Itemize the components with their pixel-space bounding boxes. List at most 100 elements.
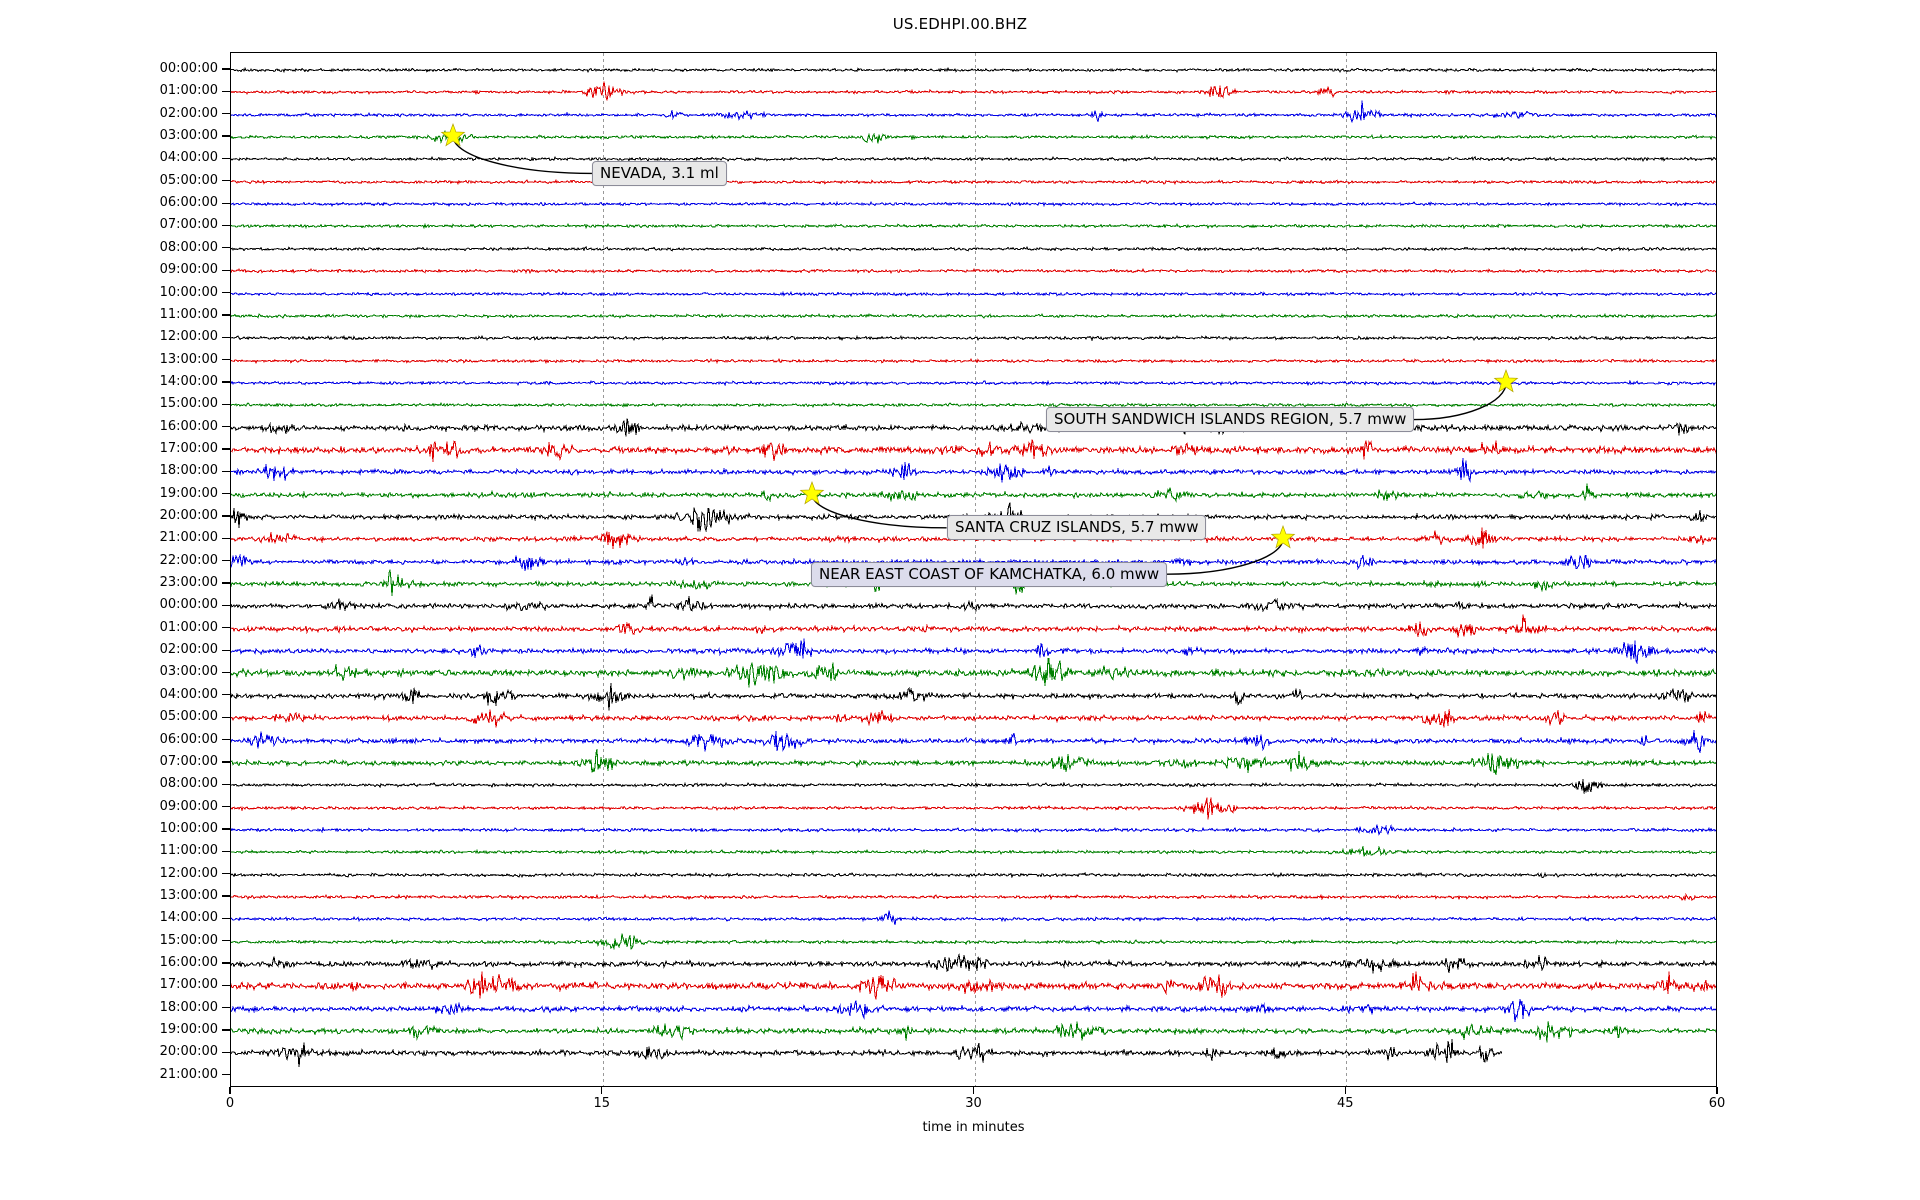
- y-axis-label: 21:00:00: [159, 1066, 218, 1082]
- y-axis-tick: [222, 805, 230, 808]
- y-axis-tick: [222, 202, 230, 204]
- y-axis-tick: [222, 582, 230, 584]
- trace-row: [231, 1016, 1716, 1046]
- y-axis-label: 18:00:00: [159, 999, 218, 1015]
- y-axis-label: 13:00:00: [159, 351, 218, 367]
- y-axis-tick: [222, 426, 230, 428]
- earthquake-annotation[interactable]: NEVADA, 3.1 ml: [592, 161, 727, 186]
- y-axis-label: 15:00:00: [159, 396, 218, 412]
- trace-row: [231, 279, 1716, 309]
- x-axis-tick: [1716, 1087, 1718, 1094]
- x-axis-tick: [229, 1087, 231, 1094]
- y-axis-tick: [222, 962, 230, 964]
- y-axis-label: 06:00:00: [159, 195, 218, 211]
- trace-row: [231, 949, 1716, 979]
- y-axis-label: 07:00:00: [159, 217, 218, 233]
- y-axis-label: 01:00:00: [159, 83, 218, 99]
- y-axis-label: 09:00:00: [159, 798, 218, 814]
- y-axis-tick: [222, 828, 230, 830]
- y-axis-tick: [222, 381, 230, 383]
- y-axis-label: 23:00:00: [159, 575, 218, 591]
- y-axis-label: 03:00:00: [159, 664, 218, 680]
- y-axis-tick: [222, 761, 230, 763]
- earthquake-annotation[interactable]: NEAR EAST COAST OF KAMCHATKA, 6.0 mww: [811, 562, 1168, 587]
- y-axis-label: 10:00:00: [159, 284, 218, 300]
- y-axis-tick: [222, 873, 230, 875]
- y-axis-label: 00:00:00: [159, 597, 218, 613]
- y-axis-tick: [222, 470, 230, 472]
- y-axis-tick: [222, 917, 230, 919]
- earthquake-star-marker: [799, 480, 825, 507]
- trace-row: [231, 1038, 1503, 1068]
- earthquake-star-marker: [440, 123, 466, 149]
- y-axis-label: 02:00:00: [159, 105, 218, 121]
- y-axis-tick: [222, 90, 230, 93]
- y-axis-tick: [222, 515, 230, 517]
- earthquake-annotation[interactable]: SANTA CRUZ ISLANDS, 5.7 mww: [947, 515, 1207, 540]
- y-axis-label: 07:00:00: [159, 753, 218, 769]
- y-axis-label: 22:00:00: [159, 552, 218, 568]
- y-axis-tick: [222, 895, 230, 897]
- trace-row: [231, 770, 1716, 800]
- trace-row: [231, 547, 1716, 577]
- y-axis-tick: [222, 1007, 230, 1009]
- y-axis-label: 19:00:00: [159, 1022, 218, 1038]
- x-axis-tick: [972, 1087, 975, 1094]
- trace-row: [231, 636, 1716, 666]
- y-axis-label: 21:00:00: [159, 530, 218, 546]
- y-axis-label: 08:00:00: [159, 776, 218, 792]
- trace-row: [231, 413, 1716, 443]
- y-axis-label: 01:00:00: [159, 619, 218, 635]
- y-axis-tick: [222, 157, 230, 160]
- y-axis-tick: [222, 291, 230, 294]
- y-axis-label: 13:00:00: [159, 887, 218, 903]
- y-axis-label: 20:00:00: [159, 508, 218, 523]
- y-axis-tick: [222, 694, 230, 696]
- trace-row: [231, 77, 1716, 107]
- x-axis-tick-label: 15: [593, 1096, 611, 1111]
- y-axis-tick: [222, 448, 230, 450]
- trace-row: [231, 480, 1716, 510]
- y-axis-tick: [222, 247, 230, 249]
- y-axis-label: 18:00:00: [159, 463, 218, 479]
- trace-row: [231, 681, 1716, 711]
- y-axis-tick: [222, 224, 230, 227]
- y-axis-tick: [222, 493, 230, 495]
- trace-row: [231, 837, 1716, 867]
- y-axis-tick: [222, 180, 230, 182]
- y-axis-label: 02:00:00: [159, 642, 218, 658]
- y-axis-tick: [222, 1074, 230, 1076]
- y-axis-tick: [222, 336, 230, 338]
- earthquake-annotation[interactable]: SOUTH SANDWICH ISLANDS REGION, 5.7 mww: [1046, 407, 1415, 432]
- y-axis-label: 04:00:00: [159, 150, 218, 166]
- y-axis-label: 08:00:00: [159, 239, 218, 255]
- trace-row: [231, 882, 1716, 912]
- trace-row: [231, 211, 1716, 241]
- y-axis-tick: [222, 1029, 230, 1031]
- page-title: US.EDHPI.00.BHZ: [892, 15, 1028, 33]
- y-axis-label: 16:00:00: [159, 418, 218, 434]
- y-axis-tick: [222, 314, 230, 316]
- gridline-minute-45: [1346, 53, 1348, 1086]
- x-axis-tick-label: 45: [1336, 1096, 1354, 1111]
- trace-row: [231, 703, 1716, 733]
- trace-row: [231, 748, 1716, 778]
- y-axis-tick: [222, 738, 230, 741]
- earthquake-star-marker: [1270, 525, 1296, 551]
- y-axis-tick: [222, 135, 230, 137]
- trace-row: [231, 435, 1716, 465]
- trace-row: [231, 793, 1716, 823]
- trace-row: [231, 614, 1716, 644]
- y-axis-tick: [222, 604, 230, 607]
- x-axis-tick-label: 0: [225, 1096, 235, 1111]
- trace-row: [231, 994, 1716, 1024]
- trace-row: [231, 323, 1716, 353]
- x-axis-title: time in minutes: [922, 1120, 1025, 1135]
- y-axis-tick: [222, 560, 230, 562]
- trace-row: [231, 927, 1716, 957]
- trace-row: [231, 55, 1716, 85]
- y-axis-tick: [222, 940, 230, 942]
- y-axis-tick: [222, 850, 230, 852]
- trace-row: [231, 346, 1716, 376]
